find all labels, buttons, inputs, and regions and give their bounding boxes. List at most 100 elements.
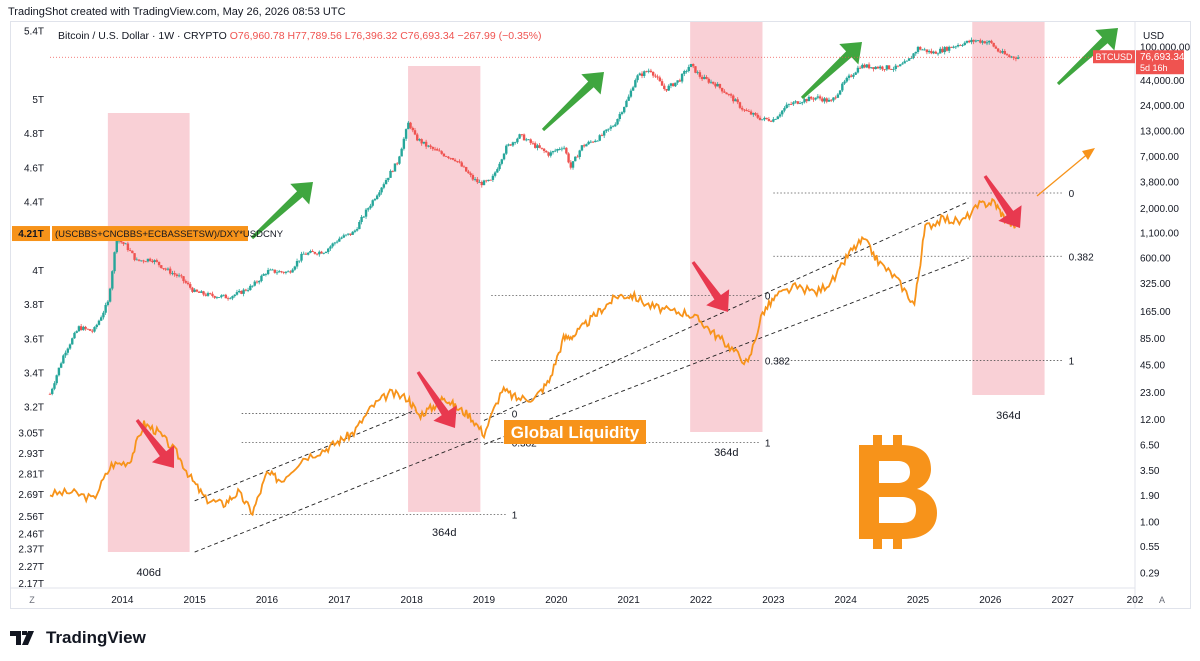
candle-body bbox=[400, 148, 403, 157]
candle-body bbox=[927, 50, 931, 53]
candle-body bbox=[852, 74, 855, 77]
left-tick-label: 2.56T bbox=[18, 512, 44, 523]
candle-body bbox=[436, 149, 439, 151]
candle-body bbox=[725, 92, 728, 95]
left-tick-label: 2.27T bbox=[18, 562, 44, 573]
candle-body bbox=[104, 305, 107, 313]
fib-level-label: 1 bbox=[512, 510, 518, 521]
candle-body bbox=[912, 53, 915, 59]
candle-body bbox=[173, 273, 176, 275]
candle-body bbox=[306, 252, 310, 255]
candle-body bbox=[712, 81, 715, 84]
candle-body bbox=[754, 113, 757, 115]
x-tick-label: 2014 bbox=[111, 595, 134, 606]
candle-body bbox=[97, 320, 101, 325]
candle-body bbox=[705, 76, 708, 79]
left-tick-label: 2.37T bbox=[18, 545, 44, 556]
left-tick-label: 2.46T bbox=[18, 529, 44, 540]
header-caption: TradingShot created with TradingView.com… bbox=[8, 6, 346, 18]
candle-body bbox=[765, 117, 768, 119]
candle-body bbox=[836, 94, 840, 98]
candle-body bbox=[113, 252, 116, 272]
candle-body bbox=[620, 112, 624, 115]
candle-body bbox=[344, 234, 348, 236]
up-arrow bbox=[541, 72, 604, 132]
candle-body bbox=[518, 134, 521, 139]
candle-body bbox=[549, 152, 552, 156]
candle-body bbox=[55, 375, 58, 384]
candle-body bbox=[533, 143, 537, 148]
candle-body bbox=[558, 148, 561, 150]
candle-body bbox=[193, 289, 196, 292]
candle-body bbox=[894, 65, 897, 69]
liquidity-value-text: 4.21T bbox=[18, 229, 44, 240]
candle-body bbox=[111, 271, 114, 289]
candle-body bbox=[627, 96, 630, 101]
candle-body bbox=[122, 242, 125, 244]
candle-body bbox=[538, 145, 541, 148]
right-tick-label: 6.50 bbox=[1140, 440, 1160, 451]
candle-body bbox=[756, 114, 759, 118]
candle-body bbox=[858, 67, 862, 69]
candle-body bbox=[718, 83, 722, 88]
candle-body bbox=[674, 82, 677, 87]
candle-body bbox=[787, 104, 791, 105]
left-tick-label: 4.8T bbox=[24, 129, 44, 140]
x-tick-label: 2020 bbox=[545, 595, 568, 606]
candle-body bbox=[315, 253, 319, 255]
candle-body bbox=[736, 99, 739, 103]
candle-body bbox=[411, 127, 414, 131]
legend-part: L76,396.32 bbox=[345, 30, 400, 42]
left-tick-label: 4T bbox=[32, 266, 44, 277]
candle-body bbox=[157, 261, 161, 266]
candle-body bbox=[51, 388, 54, 394]
legend-part: −267.99 (−0.35%) bbox=[457, 30, 541, 42]
candle-body bbox=[387, 177, 390, 181]
projection-arrow bbox=[1036, 151, 1091, 197]
candle-body bbox=[952, 46, 955, 48]
candle-body bbox=[761, 119, 764, 121]
candle-body bbox=[153, 260, 156, 263]
candle-body bbox=[823, 98, 826, 102]
candle-body bbox=[854, 72, 857, 75]
candle-body bbox=[863, 64, 866, 68]
candle-body bbox=[939, 48, 942, 54]
candle-body bbox=[220, 295, 223, 298]
candle-body bbox=[734, 99, 737, 102]
candle-body bbox=[745, 110, 748, 112]
candle-body bbox=[696, 72, 699, 74]
candle-body bbox=[166, 268, 170, 270]
candle-body bbox=[809, 96, 813, 99]
auto-scale-a: A bbox=[1159, 595, 1165, 605]
tradingview-logo[interactable]: TradingView bbox=[10, 628, 146, 648]
candle-body bbox=[956, 45, 960, 47]
candle-body bbox=[582, 145, 586, 147]
candle-body bbox=[685, 71, 688, 72]
candle-body bbox=[972, 39, 975, 42]
candle-body bbox=[302, 253, 305, 255]
x-tick-label: 2019 bbox=[473, 595, 496, 606]
candle-body bbox=[569, 162, 572, 168]
candle-body bbox=[369, 205, 372, 209]
candle-body bbox=[353, 230, 357, 232]
candle-body bbox=[64, 352, 67, 356]
candle-body bbox=[251, 285, 254, 287]
candle-body bbox=[752, 113, 755, 115]
candle-body bbox=[805, 99, 808, 102]
currency-label: USD bbox=[1143, 31, 1164, 42]
candle-body bbox=[578, 150, 581, 157]
candle-body bbox=[229, 298, 232, 300]
candle-body bbox=[531, 142, 535, 144]
candle-body bbox=[331, 243, 334, 247]
candle-body bbox=[240, 290, 243, 294]
tradingview-icon bbox=[10, 631, 34, 645]
candle-body bbox=[985, 42, 989, 44]
candle-body bbox=[311, 251, 314, 252]
candle-body bbox=[970, 39, 973, 43]
candle-body bbox=[850, 75, 853, 77]
candle-body bbox=[667, 85, 670, 91]
candle-body bbox=[402, 138, 406, 149]
candle-body bbox=[678, 80, 682, 82]
candle-body bbox=[965, 40, 969, 43]
